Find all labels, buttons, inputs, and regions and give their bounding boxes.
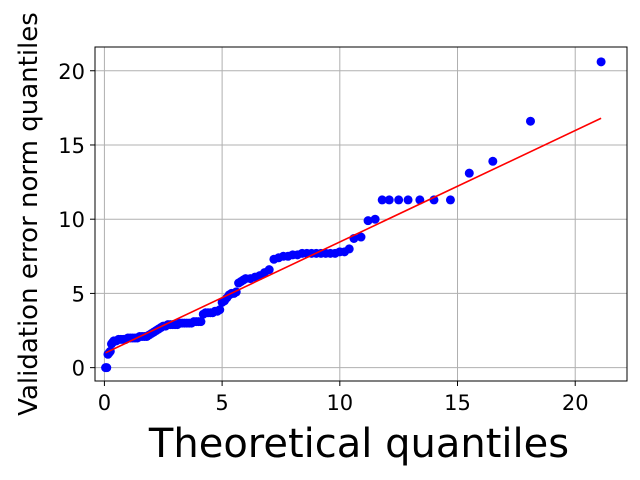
- x-tick-label: 20: [562, 391, 589, 415]
- x-tick-label: 10: [326, 391, 353, 415]
- x-axis-label: Theoretical quantiles: [148, 421, 569, 467]
- data-point: [525, 116, 535, 126]
- data-point: [377, 195, 387, 205]
- data-point: [370, 214, 380, 224]
- data-point: [363, 216, 373, 226]
- y-axis-label: Validation error norm quantiles: [14, 12, 44, 416]
- data-point: [356, 232, 366, 242]
- y-tick-label: 5: [72, 282, 85, 306]
- reference-line: [105, 117, 602, 354]
- y-tick-label: 0: [72, 357, 85, 381]
- reference-line-group: [105, 117, 602, 354]
- data-point: [384, 195, 394, 205]
- y-tick-label: 15: [58, 134, 85, 158]
- data-point: [394, 195, 404, 205]
- y-axis-ticks: 0 5 10 15 20: [58, 60, 95, 381]
- data-point: [445, 195, 455, 205]
- data-point: [488, 156, 498, 166]
- plot-frame: [94, 46, 628, 382]
- x-tick-label: 0: [98, 391, 111, 415]
- data-point: [215, 305, 225, 315]
- grid-lines: [95, 47, 627, 381]
- data-points: [101, 57, 606, 373]
- data-point: [196, 317, 206, 327]
- data-point: [403, 195, 413, 205]
- data-point: [264, 265, 274, 275]
- data-point: [344, 244, 354, 254]
- y-tick-label: 10: [58, 208, 85, 232]
- x-tick-label: 5: [215, 391, 228, 415]
- x-axis-ticks: 0 5 10 15 20: [98, 381, 589, 415]
- x-tick-label: 15: [444, 391, 471, 415]
- data-point: [464, 168, 474, 178]
- data-point: [596, 57, 606, 67]
- y-tick-label: 20: [58, 60, 85, 84]
- data-point: [102, 363, 112, 373]
